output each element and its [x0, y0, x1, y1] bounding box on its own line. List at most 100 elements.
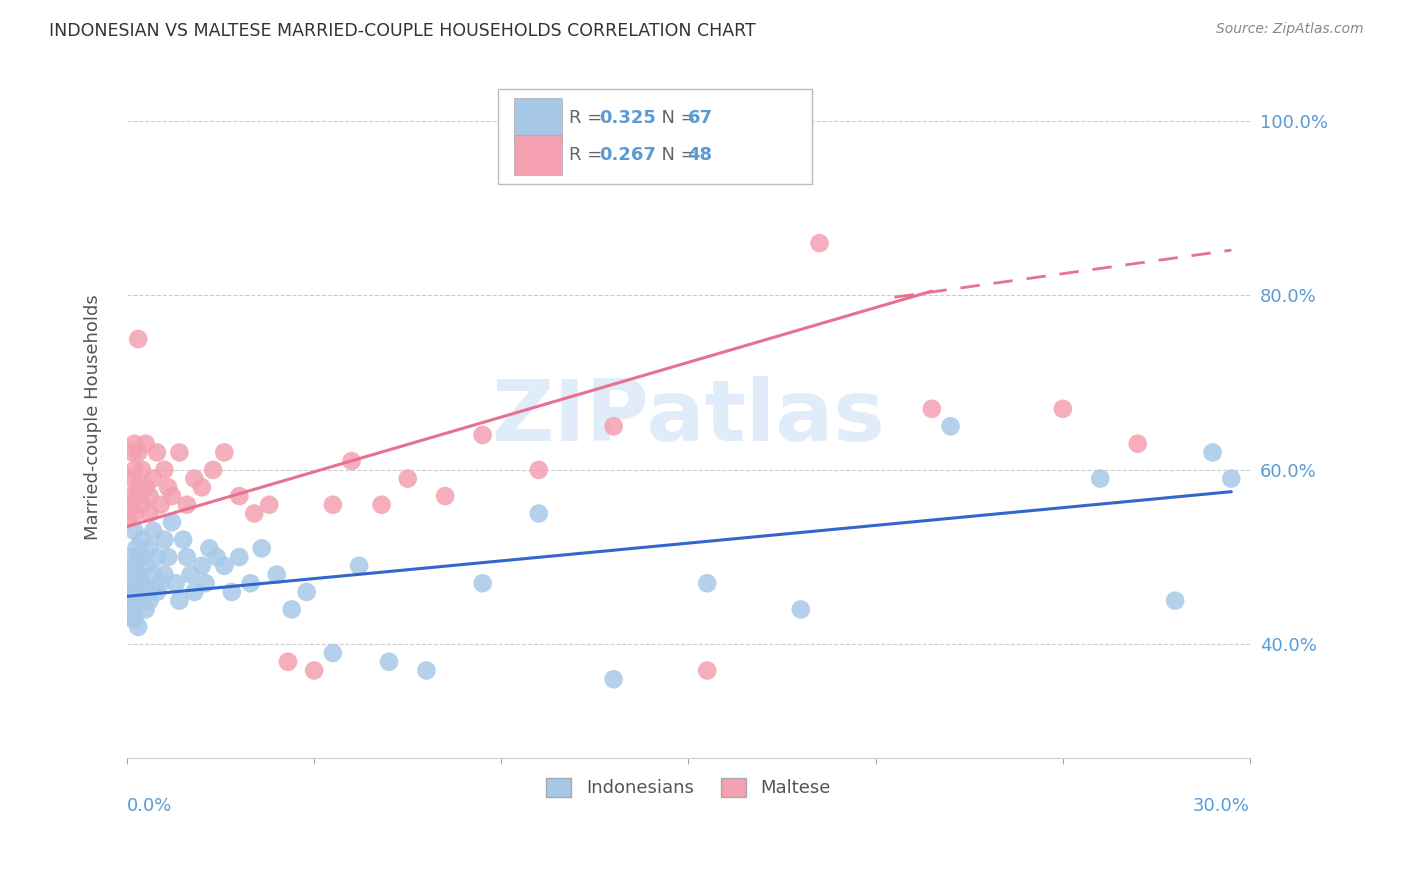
Point [120, 472, 142, 486]
Point [250, 541, 273, 556]
Point [138, 507, 160, 521]
Point [602, 672, 624, 686]
Point [434, 489, 457, 503]
Point [135, 436, 157, 450]
Point [302, 664, 325, 678]
Point [118, 511, 141, 525]
Point [176, 550, 198, 565]
Point [295, 585, 318, 599]
Point [120, 567, 142, 582]
Text: N =: N = [651, 109, 702, 128]
Point [214, 445, 236, 459]
Point [135, 480, 157, 494]
Point [257, 498, 280, 512]
Point [131, 533, 153, 547]
Point [131, 463, 153, 477]
Point [1126, 436, 1149, 450]
Point [1201, 445, 1223, 459]
Text: 0.267: 0.267 [599, 146, 655, 164]
Point [124, 524, 146, 538]
Point [146, 445, 169, 459]
Point [121, 445, 143, 459]
Point [243, 507, 266, 521]
Point [183, 585, 205, 599]
Point [322, 646, 344, 660]
Point [120, 590, 142, 604]
Point [127, 585, 149, 599]
Point [378, 655, 401, 669]
Point [124, 436, 146, 450]
Point [169, 593, 191, 607]
Point [146, 585, 169, 599]
Point [124, 558, 146, 573]
Point [808, 236, 831, 251]
Text: 67: 67 [688, 109, 713, 128]
Point [124, 507, 146, 521]
Point [149, 576, 172, 591]
Point [135, 558, 157, 573]
Point [221, 585, 243, 599]
Point [153, 463, 176, 477]
Text: Source: ZipAtlas.com: Source: ZipAtlas.com [1216, 22, 1364, 37]
Point [322, 498, 344, 512]
Point [127, 567, 149, 582]
Point [138, 593, 160, 607]
Point [157, 550, 180, 565]
Point [127, 550, 149, 565]
Point [157, 480, 180, 494]
Point [165, 576, 187, 591]
Point [527, 507, 550, 521]
FancyBboxPatch shape [498, 89, 813, 185]
Point [153, 533, 176, 547]
Point [340, 454, 363, 468]
Text: N =: N = [651, 146, 702, 164]
Point [131, 550, 153, 565]
Point [939, 419, 962, 434]
Point [527, 463, 550, 477]
Point [160, 515, 183, 529]
Point [1220, 472, 1243, 486]
Text: 30.0%: 30.0% [1194, 797, 1250, 814]
Point [214, 558, 236, 573]
Point [202, 463, 225, 477]
Point [121, 489, 143, 503]
Point [194, 576, 217, 591]
Point [790, 602, 813, 616]
Point [135, 602, 157, 616]
Text: 0.325: 0.325 [599, 109, 655, 128]
Point [142, 472, 165, 486]
Point [124, 611, 146, 625]
Text: R =: R = [569, 146, 609, 164]
Point [131, 576, 153, 591]
Point [370, 498, 392, 512]
Point [120, 585, 142, 599]
Point [205, 550, 228, 565]
Point [191, 558, 214, 573]
Point [127, 620, 149, 634]
Point [277, 655, 299, 669]
Point [142, 524, 165, 538]
Point [415, 664, 437, 678]
Point [1164, 593, 1187, 607]
Point [149, 498, 172, 512]
Point [124, 463, 146, 477]
Point [239, 576, 262, 591]
Point [120, 611, 142, 625]
Point [131, 576, 153, 591]
Point [396, 472, 419, 486]
FancyBboxPatch shape [515, 135, 561, 176]
Point [124, 576, 146, 591]
FancyBboxPatch shape [515, 98, 561, 138]
Point [138, 489, 160, 503]
Point [183, 472, 205, 486]
Text: 0.0%: 0.0% [127, 797, 173, 814]
Point [131, 498, 153, 512]
Point [696, 576, 718, 591]
Point [280, 602, 302, 616]
Point [125, 541, 148, 556]
Point [198, 541, 221, 556]
Point [1090, 472, 1112, 486]
Point [127, 489, 149, 503]
Legend: Indonesians, Maltese: Indonesians, Maltese [537, 769, 839, 806]
Point [176, 498, 198, 512]
